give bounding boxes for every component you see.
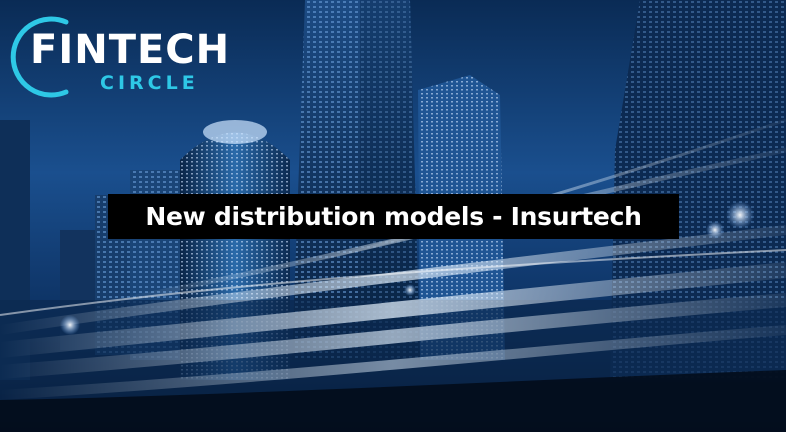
- logo-subword: CIRCLE: [100, 72, 199, 94]
- logo-wordmark: FINTECH: [30, 30, 230, 70]
- title-banner: New distribution models - Insurtech: [108, 194, 679, 239]
- logo-ring-icon: [10, 16, 69, 98]
- fintech-circle-logo: FINTECH CIRCLE: [8, 8, 229, 100]
- banner-title: New distribution models - Insurtech: [145, 202, 642, 231]
- logo-word-fin: FIN: [30, 27, 109, 73]
- logo-word-tech: TECH: [108, 27, 231, 73]
